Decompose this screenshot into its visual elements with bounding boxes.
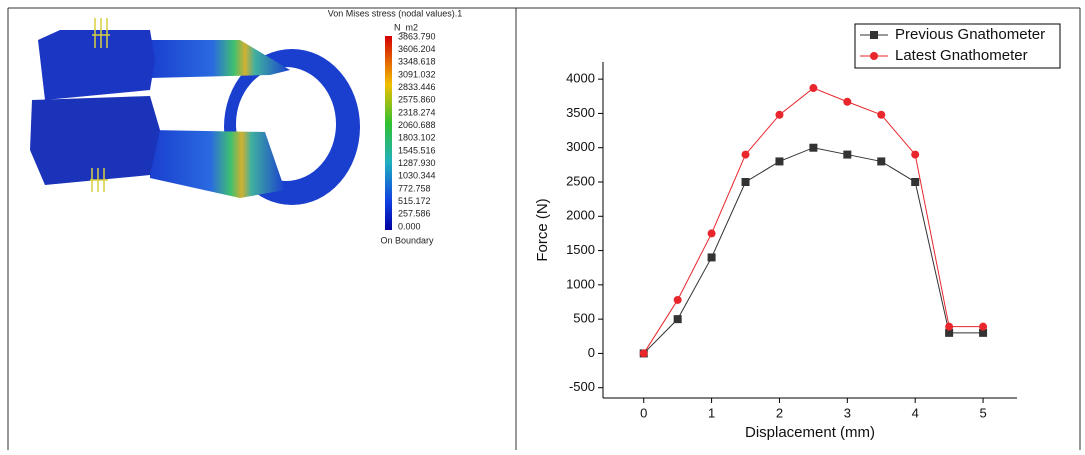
y-tick-label: 4000: [566, 71, 595, 86]
colorbar-label: 257.586: [398, 209, 431, 219]
x-tick-label: 2: [776, 405, 783, 420]
marker: [708, 229, 716, 237]
marker: [843, 98, 851, 106]
colorbar-label: 2318.274: [398, 107, 436, 117]
marker: [877, 157, 885, 165]
y-tick-label: 0: [588, 345, 595, 360]
y-tick-label: 3500: [566, 105, 595, 120]
figure: Von Mises stress (nodal values).1 N_m2 3…: [0, 0, 1085, 450]
marker: [674, 296, 682, 304]
colorbar-label: 2575.860: [398, 95, 436, 105]
series-line: [644, 88, 983, 353]
load-arrows-top: [92, 18, 110, 48]
lower-block: [30, 96, 160, 185]
marker: [708, 253, 716, 261]
y-tick-label: 1500: [566, 242, 595, 257]
marker: [775, 111, 783, 119]
y-axis-label: Force (N): [534, 198, 551, 261]
x-tick-label: 1: [708, 405, 715, 420]
x-tick-label: 3: [844, 405, 851, 420]
marker: [809, 84, 817, 92]
lower-arm: [150, 130, 285, 198]
x-tick-label: 0: [640, 405, 647, 420]
x-tick-label: 5: [979, 405, 986, 420]
marker: [843, 151, 851, 159]
marker: [911, 151, 919, 159]
colorbar-label: 772.758: [398, 183, 431, 193]
line-chart: -500 0 500 1000 1500 2000 2500 3000 3500 4000 0 1 2 3…: [534, 24, 1060, 441]
series-line: [644, 148, 983, 354]
colorbar-label: 3348.618: [398, 57, 436, 67]
colorbar-label: 3606.204: [398, 44, 436, 54]
colorbar-label: 2833.446: [398, 82, 436, 92]
y-tick-label: 1000: [566, 276, 595, 291]
y-tick-label: 2500: [566, 173, 595, 188]
colorbar: [385, 36, 392, 230]
colorbar-label: 1287.930: [398, 158, 436, 168]
legend-label: Latest Gnathometer: [895, 47, 1028, 64]
y-tick-label: 500: [573, 311, 595, 326]
marker: [742, 178, 750, 186]
y-tick-label: -500: [569, 379, 595, 394]
x-axis-label: Displacement (mm): [745, 424, 875, 441]
legend-marker: [870, 52, 878, 60]
marker: [877, 111, 885, 119]
colorbar-label: 2060.688: [398, 120, 436, 130]
colorbar-label: 1545.516: [398, 145, 436, 155]
marker: [911, 178, 919, 186]
marker: [775, 157, 783, 165]
colorbar-label: 3091.032: [398, 69, 436, 79]
fea-model: Von Mises stress (nodal values).1 N_m2 3…: [30, 8, 462, 245]
page: Von Mises stress (nodal values).1 N_m2 3…: [0, 0, 1085, 450]
legend-marker: [870, 31, 878, 39]
upper-block: [38, 30, 155, 100]
colorbar-label: 1803.102: [398, 133, 436, 143]
colorbar-label: 1030.344: [398, 171, 436, 181]
marker: [742, 151, 750, 159]
marker: [674, 315, 682, 323]
colorbar-label: 3863.790: [398, 31, 436, 41]
y-tick-label: 3000: [566, 139, 595, 154]
fea-title: Von Mises stress (nodal values).1: [328, 8, 463, 18]
marker: [809, 144, 817, 152]
colorbar-label: 515.172: [398, 196, 431, 206]
x-tick-label: 4: [912, 405, 919, 420]
upper-arm: [150, 40, 290, 78]
y-tick-label: 2000: [566, 208, 595, 223]
marker: [945, 323, 953, 331]
marker: [979, 323, 987, 331]
fea-footer: On Boundary: [380, 235, 434, 245]
colorbar-label: 0.000: [398, 221, 421, 231]
colorbar-labels: 3863.790 3606.204 3348.618 3091.032 2833.446…: [398, 31, 436, 231]
marker: [640, 349, 648, 357]
legend-label: Previous Gnathometer: [895, 26, 1045, 43]
